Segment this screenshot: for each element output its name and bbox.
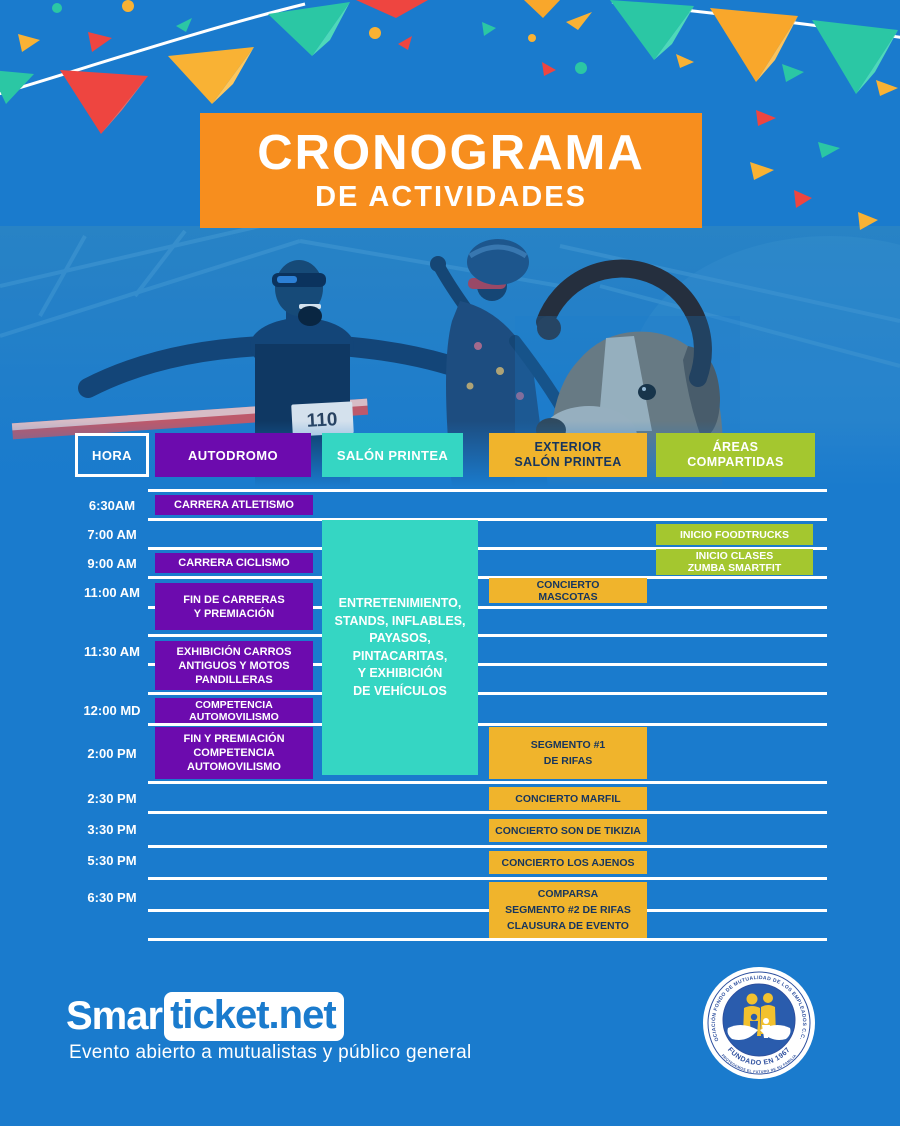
time-label: 9:00 AM (87, 556, 137, 571)
time-label: 7:00 AM (87, 527, 137, 542)
time-label: 3:30 PM (87, 822, 137, 837)
row-line (148, 606, 827, 609)
row-line (148, 845, 827, 848)
time-label: 6:30AM (88, 498, 136, 513)
event-exhibicion-carros: EXHIBICIÓN CARROS ANTIGUOS Y MOTOS PANDI… (155, 641, 313, 690)
time-label: 11:00 AM (84, 585, 140, 600)
bunting-left (0, 0, 428, 134)
row-line (148, 781, 827, 784)
mutualidad-seal-logo: ASOCIACIÓN FONDO DE MUTUALIDAD DE LOS EM… (702, 966, 815, 1079)
dog-headphones (536, 259, 712, 387)
row-line (148, 663, 827, 666)
event-carrera-atletismo: CARRERA ATLETISMO (155, 495, 313, 515)
row-line (148, 576, 827, 579)
row-line (148, 811, 827, 814)
event-concierto-son-de-tikizia: CONCIERTO SON DE TIKIZIA (489, 819, 647, 842)
time-label: 11:30 AM (84, 644, 140, 659)
event-concierto-los-ajenos: CONCIERTO LOS AJENOS (489, 851, 647, 874)
event-competencia-automovilismo: COMPETENCIA AUTOMOVILISMO (155, 698, 313, 723)
row-line (148, 634, 827, 637)
column-header-salon-printea: SALÓN PRINTEA (322, 433, 463, 477)
poster-title: CRONOGRAMA (257, 125, 645, 180)
row-line (148, 909, 827, 912)
confetti-bunting-decoration (0, 0, 900, 230)
time-label: 5:30 PM (87, 853, 137, 868)
time-label: 12:00 MD (83, 703, 141, 718)
row-line (148, 547, 827, 550)
row-line (148, 938, 827, 941)
column-header-areas-compartidas: ÁREAS COMPARTIDAS (656, 433, 815, 477)
row-line (148, 723, 827, 726)
stadium-truss (0, 226, 900, 368)
brand-prefix: Smar (66, 994, 163, 1038)
time-label: 6:30 PM (87, 890, 137, 905)
event-comparsa-clausura: COMPARSA SEGMENTO #2 DE RIFAS CLAUSURA D… (489, 882, 647, 938)
event-fin-premiacion-automovilismo: FIN Y PREMIACIÓN COMPETENCIA AUTOMOVILIS… (155, 727, 313, 779)
bunting-right (524, 0, 900, 94)
row-line (148, 518, 827, 521)
event-inicio-foodtrucks: INICIO FOODTRUCKS (656, 524, 813, 545)
poster-subtitle: DE ACTIVIDADES (315, 180, 587, 213)
column-header-hora: HORA (75, 433, 149, 477)
event-fin-de-carreras: FIN DE CARRERAS Y PREMIACIÓN (155, 583, 313, 630)
column-header-autodromo: AUTODROMO (155, 433, 311, 477)
time-label: 2:00 PM (87, 746, 137, 761)
event-segmento-1-rifas: SEGMENTO #1 DE RIFAS (489, 727, 647, 779)
time-label: 2:30 PM (87, 791, 137, 806)
seal-family-emblem (727, 993, 791, 1040)
event-concierto-marfil: CONCIERTO MARFIL (489, 787, 647, 810)
row-line (148, 877, 827, 880)
column-header-exterior-salon-printea: EXTERIOR SALÓN PRINTEA (489, 433, 647, 477)
event-concierto-mascotas: CONCIERTO MASCOTAS (489, 578, 647, 603)
row-line (148, 489, 827, 492)
event-zumba-smartfit: INICIO CLASES ZUMBA SMARTFIT (656, 549, 813, 575)
event-carrera-ciclismo: CARRERA CICLISMO (155, 553, 313, 573)
confetti (18, 0, 898, 230)
title-banner: CRONOGRAMA DE ACTIVIDADES (200, 113, 702, 228)
event-tagline: Evento abierto a mutualistas y público g… (69, 1042, 472, 1063)
brand-suffix-pill: ticket.net (164, 992, 344, 1041)
smarticket-logo: Smar ticket.net (66, 992, 344, 1041)
row-line (148, 692, 827, 695)
event-salon-printea-entretenimiento: ENTRETENIMIENTO, STANDS, INFLABLES, PAYA… (322, 520, 478, 775)
